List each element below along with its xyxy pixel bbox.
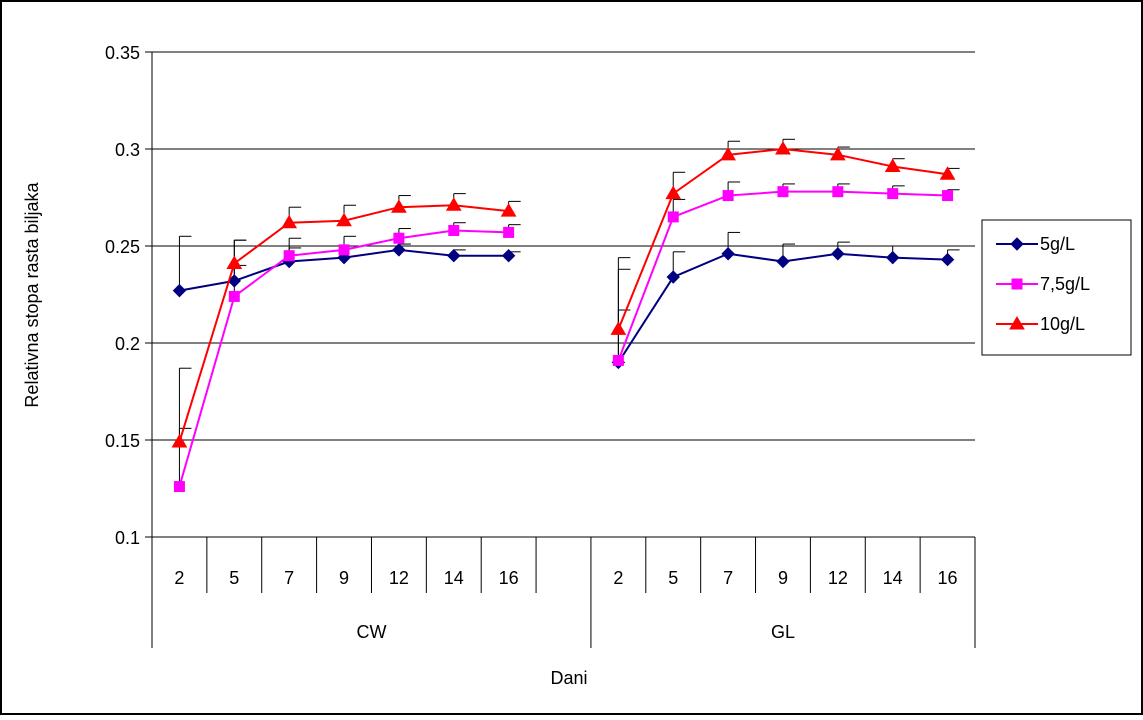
data-point-10g-l [939,166,956,180]
data-point-5g-l [776,254,790,269]
data-point-5g-l [172,283,187,298]
data-point-5g-l [666,270,680,284]
data-point-10g-l [500,203,517,217]
data-point-10g-l [665,185,682,200]
y-tick-label: 0.3 [115,140,140,160]
x-tick-label: 9 [339,568,349,588]
legend-box [981,219,1132,356]
legend-marker-10g-l [1009,316,1025,330]
data-point-7-5g-l [338,244,350,256]
data-point-10g-l [445,197,462,211]
data-point-10g-l [226,255,243,269]
series-lines [171,141,956,493]
legend-label: 5g/L [1040,234,1075,254]
data-point-7-5g-l [448,224,460,236]
data-point-5g-l [337,250,351,265]
y-axis: 0.1 0.15 0.2 0.25 0.3 0.35 [105,43,153,548]
data-point-10g-l [391,199,407,213]
legend-marker-5g-l [1010,237,1024,251]
x-tick-label: 9 [778,568,788,588]
data-point-5g-l [392,243,406,257]
data-point-7-5g-l [832,186,844,198]
data-point-7-5g-l [173,481,185,493]
data-point-7-5g-l [228,290,240,302]
y-tick-label: 0.1 [115,528,140,548]
y-axis-title: Relativna stopa rasta biljaka [22,181,42,407]
legend-label: 10g/L [1040,314,1085,334]
data-point-7-5g-l [393,232,405,244]
data-point-5g-l [885,250,900,265]
x-tick-label: 7 [284,568,294,588]
data-point-7-5g-l [283,250,295,262]
data-point-7-5g-l [722,190,734,202]
data-point-5g-l [831,247,845,261]
data-point-10g-l [775,141,791,155]
data-point-10g-l [171,433,188,448]
x-tick-label: 12 [828,568,848,588]
data-point-10g-l [610,321,627,335]
y-tick-label: 0.25 [105,237,140,257]
data-point-10g-l [281,214,298,229]
data-point-7-5g-l [503,226,515,238]
x-tick-label: 14 [883,568,903,588]
data-point-10g-l [884,158,901,172]
data-point-7-5g-l [667,211,679,223]
x-tick-label: 14 [444,568,464,588]
x-tick-label: 7 [723,568,733,588]
y-tick-label: 0.35 [105,43,140,63]
y-tick-label: 0.2 [115,334,140,354]
data-point-10g-l [829,146,846,161]
x-tick-label: 5 [229,568,239,588]
x-tick-label: 12 [389,568,409,588]
y-tick-label: 0.15 [105,431,140,451]
data-point-5g-l [940,252,955,267]
data-point-5g-l [501,248,516,263]
x-tick-label: 16 [499,568,519,588]
group-label: GL [771,622,795,642]
x-axis-title: Dani [550,668,587,688]
data-point-5g-l [721,247,735,261]
x-tick-label: 5 [668,568,678,588]
legend-label: 7,5g/L [1040,274,1090,294]
x-axis: 2 5 7 9 12 14 16 CW 2 5 7 9 12 14 16 GL [151,536,976,648]
data-point-7-5g-l [887,188,899,200]
x-tick-label: 2 [174,568,184,588]
data-point-10g-l [720,146,736,161]
legend: 5g/L 7,5g/L 10g/L [981,219,1132,356]
data-point-5g-l [447,248,461,263]
data-point-7-5g-l [612,354,624,366]
group-label: CW [356,622,386,642]
data-point-7-5g-l [777,186,789,198]
legend-marker-7-5g-l [1011,278,1023,290]
data-point-7-5g-l [942,190,954,202]
x-tick-label: 2 [613,568,623,588]
data-point-10g-l [336,212,352,227]
x-tick-label: 16 [938,568,958,588]
